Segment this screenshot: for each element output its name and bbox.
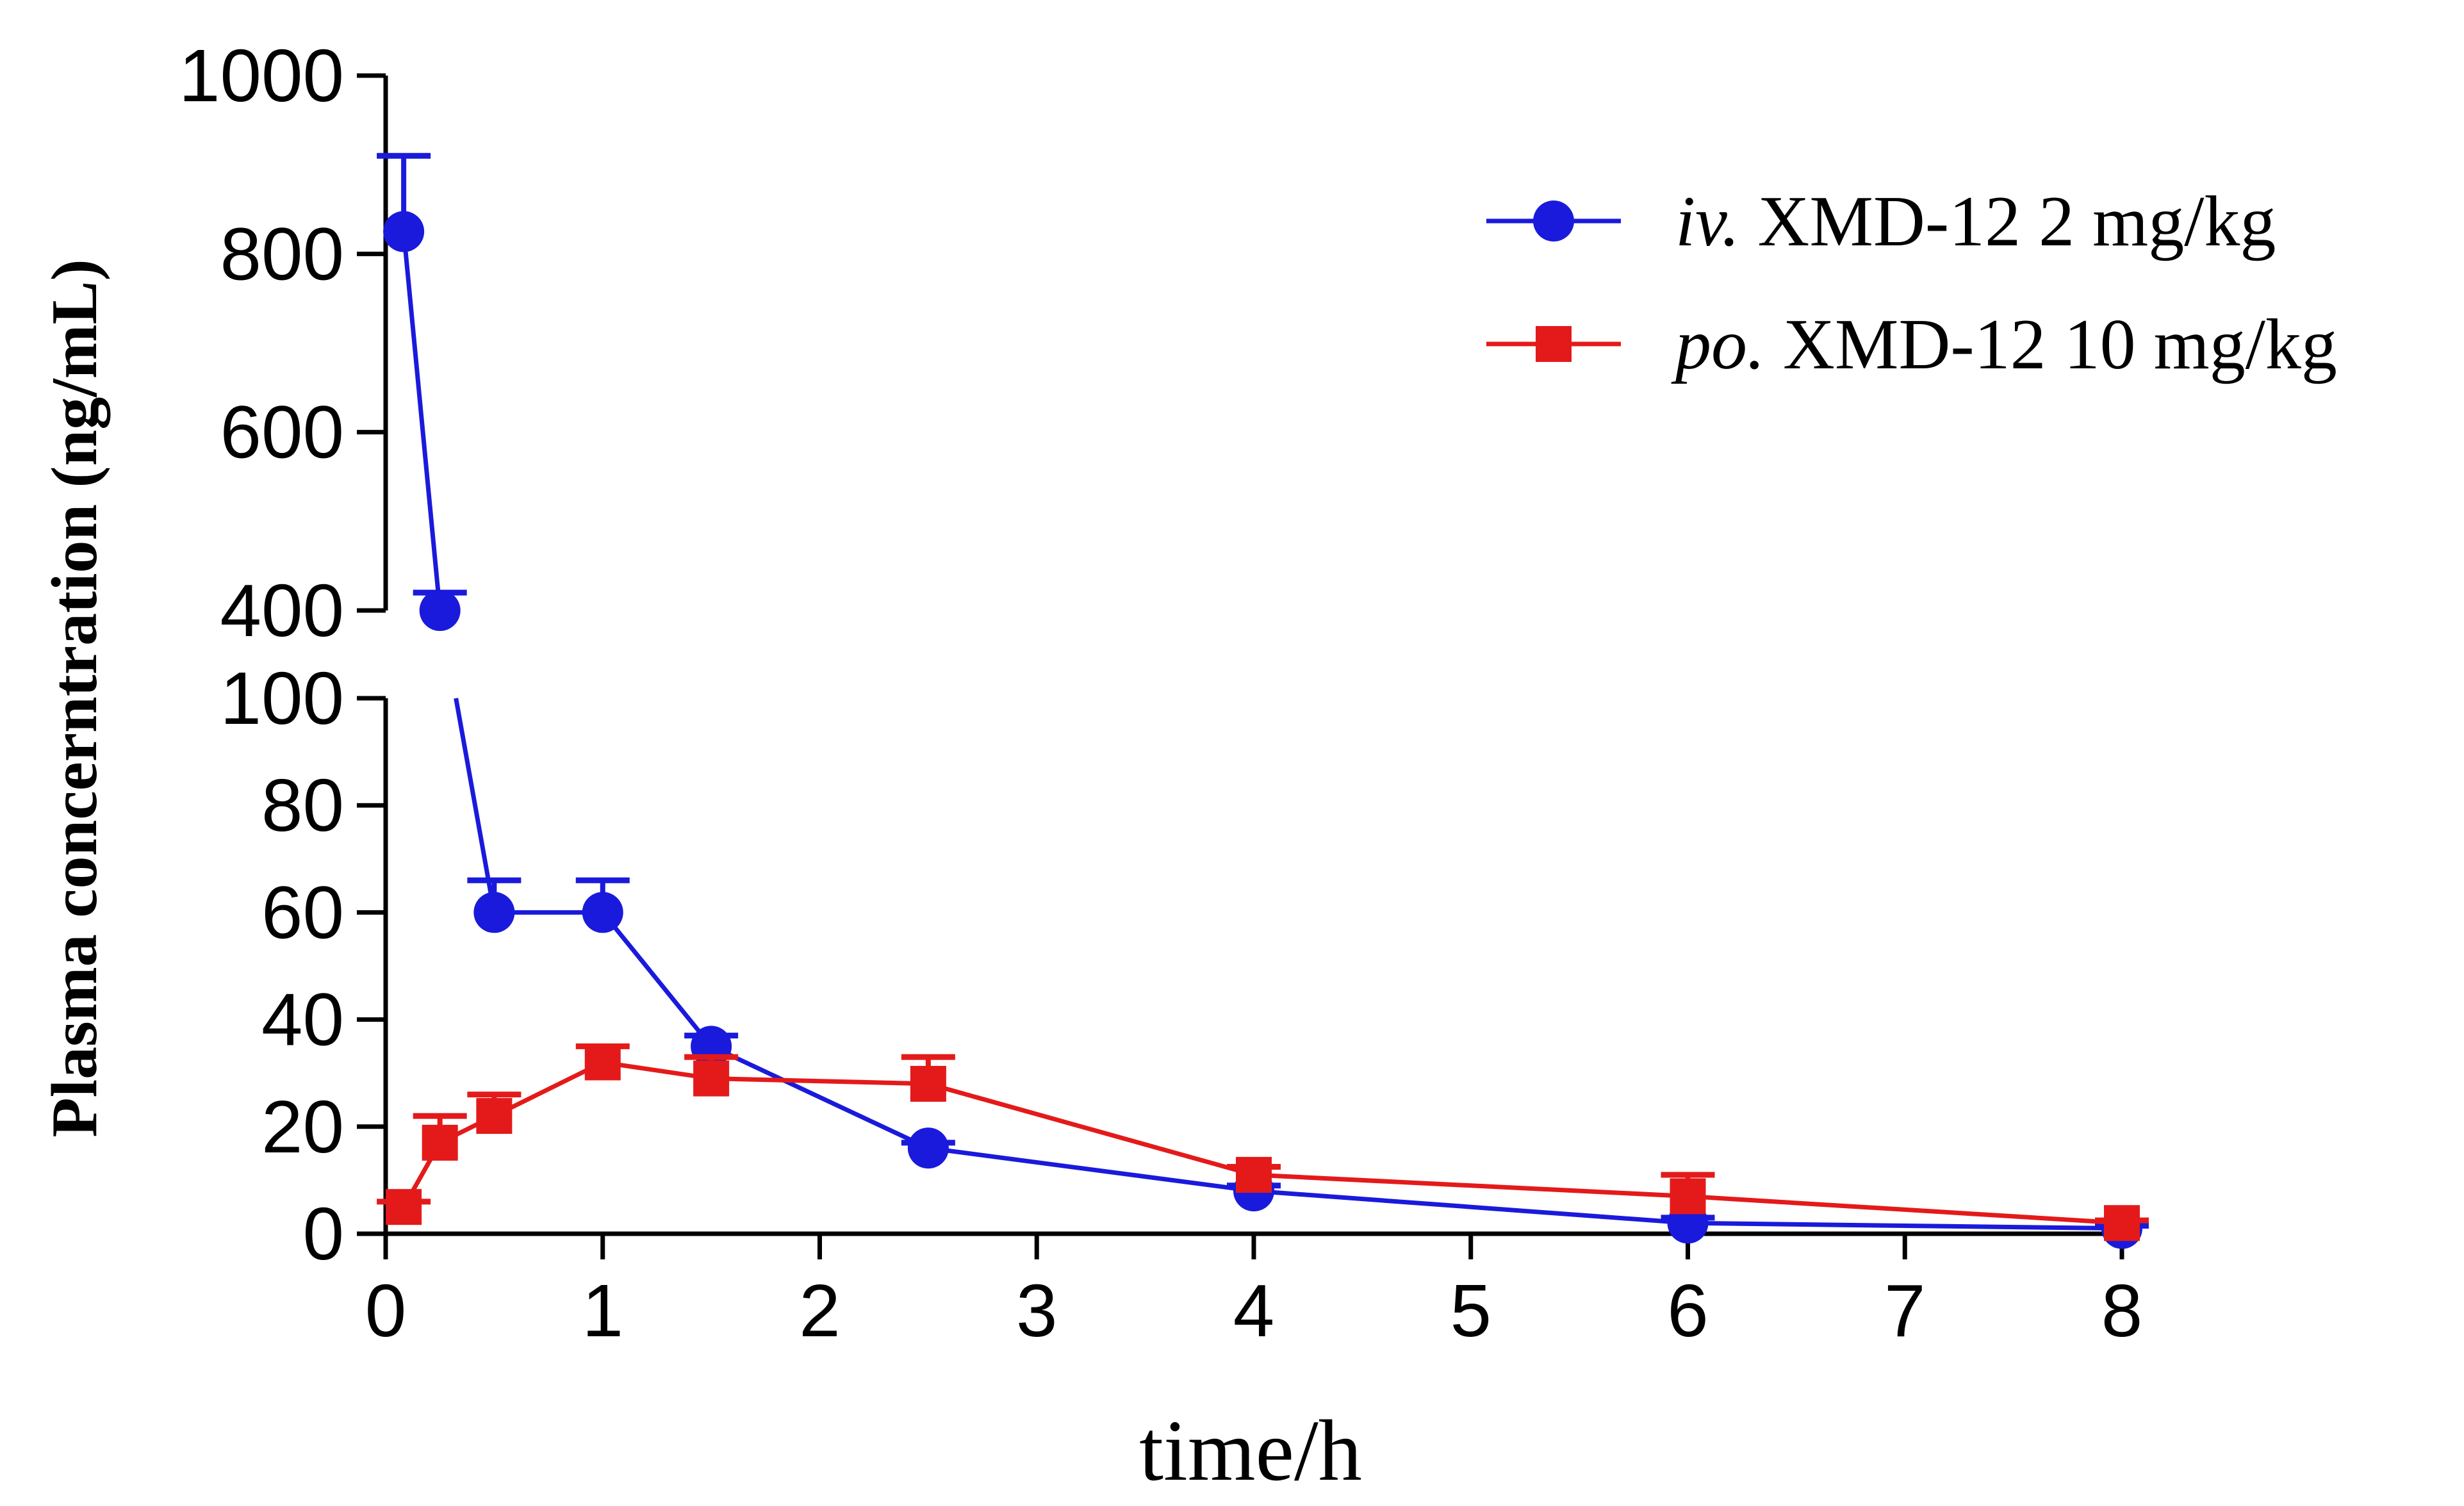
y-tick-label: 400 xyxy=(220,569,344,652)
x-tick-label: 0 xyxy=(365,1269,407,1352)
y-tick-label: 100 xyxy=(220,657,344,740)
data-point xyxy=(419,590,461,631)
legend-label: iv. XMD-12 2 mg/kg xyxy=(1675,182,2276,261)
legend-marker xyxy=(1536,326,1572,362)
data-point xyxy=(386,1189,422,1225)
legend-route: iv. xyxy=(1675,182,1740,261)
x-tick-label: 5 xyxy=(1450,1269,1491,1352)
legend-entry: po. XMD-12 10 mg/kg xyxy=(1486,305,2337,384)
y-tick-label: 1000 xyxy=(179,34,344,117)
data-point xyxy=(422,1124,458,1161)
x-tick-label: 2 xyxy=(799,1269,841,1352)
y-tick-label: 40 xyxy=(261,978,344,1061)
data-point xyxy=(693,1060,730,1097)
x-tick-label: 8 xyxy=(2101,1269,2143,1352)
legend-dose: XMD-12 10 mg/kg xyxy=(1765,305,2337,384)
x-tick-label: 3 xyxy=(1016,1269,1058,1352)
series-po xyxy=(377,1043,2149,1241)
y-tick-label: 800 xyxy=(220,212,344,295)
data-point xyxy=(910,1065,946,1102)
data-point xyxy=(1670,1178,1706,1215)
y-tick-label: 0 xyxy=(302,1192,344,1275)
legend-label: po. XMD-12 10 mg/kg xyxy=(1671,305,2337,384)
x-tick-label: 4 xyxy=(1233,1269,1275,1352)
x-tick-label: 7 xyxy=(1884,1269,1926,1352)
data-point xyxy=(383,211,425,252)
series-layer xyxy=(377,152,2149,1249)
legend: iv. XMD-12 2 mg/kg po. XMD-12 10 mg/kg xyxy=(1486,182,2337,384)
y-tick-label: 80 xyxy=(261,764,344,847)
legend-entry: iv. XMD-12 2 mg/kg xyxy=(1486,182,2276,261)
data-point xyxy=(907,1127,949,1169)
y-tick-label: 20 xyxy=(261,1085,344,1168)
legend-marker xyxy=(1533,201,1574,241)
data-point xyxy=(473,892,515,933)
data-point xyxy=(2104,1205,2140,1241)
data-point xyxy=(584,1044,621,1081)
legend-route: po. xyxy=(1671,305,1765,384)
data-point xyxy=(1236,1157,1272,1193)
data-point xyxy=(582,892,623,933)
x-tick-label: 1 xyxy=(582,1269,623,1352)
y-tick-label: 600 xyxy=(220,391,344,474)
legend-dose: XMD-12 2 mg/kg xyxy=(1740,182,2276,261)
y-axis-label: Plasma concerntration (ng/mL) xyxy=(38,259,111,1137)
y-tick-label: 60 xyxy=(261,871,344,954)
x-tick-label: 6 xyxy=(1667,1269,1709,1352)
x-axis-label: time/h xyxy=(1139,1403,1362,1499)
data-point xyxy=(476,1098,513,1134)
